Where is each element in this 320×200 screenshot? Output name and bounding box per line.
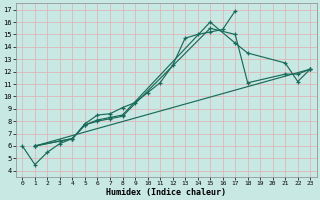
- X-axis label: Humidex (Indice chaleur): Humidex (Indice chaleur): [106, 188, 226, 197]
